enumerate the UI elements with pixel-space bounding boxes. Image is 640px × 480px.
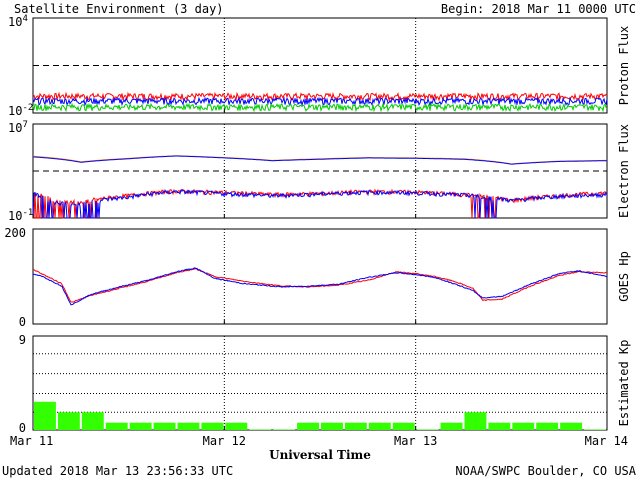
series-line bbox=[33, 268, 607, 303]
begin-time: Begin: 2018 Mar 11 0000 UTC bbox=[440, 2, 636, 16]
y-tick-min: 0 bbox=[19, 315, 26, 329]
x-tick-label: Mar 14 bbox=[585, 434, 628, 448]
updated-timestamp: Updated 2018 Mar 13 23:56:33 UTC bbox=[2, 464, 234, 478]
kp-bar bbox=[440, 422, 463, 430]
kp-bar bbox=[129, 422, 152, 430]
series-line bbox=[32, 91, 608, 102]
kp-bar bbox=[536, 422, 559, 430]
panel-ylabel: Estimated Kp bbox=[617, 340, 631, 427]
kp-bar bbox=[201, 422, 224, 430]
kp-bar bbox=[273, 429, 296, 430]
x-tick-label: Mar 12 bbox=[203, 434, 246, 448]
kp-bar bbox=[344, 422, 367, 430]
y-tick-max: 107 bbox=[8, 120, 28, 135]
panel-frame bbox=[32, 228, 608, 325]
y-tick-max: 104 bbox=[8, 14, 28, 29]
kp-bar bbox=[321, 422, 343, 430]
kp-bar bbox=[560, 422, 583, 430]
y-tick-min: 10-2 bbox=[8, 103, 33, 118]
kp-bar bbox=[464, 412, 487, 430]
x-axis-label: Universal Time bbox=[269, 448, 371, 462]
kp-bar bbox=[368, 422, 391, 430]
x-tick-label: Mar 11 bbox=[10, 434, 53, 448]
kp-bar bbox=[153, 422, 176, 430]
kp-bar bbox=[297, 422, 319, 430]
kp-bar bbox=[177, 422, 200, 430]
kp-bar bbox=[81, 412, 104, 430]
kp-bar bbox=[512, 422, 535, 430]
kp-bar bbox=[249, 429, 272, 430]
series-line bbox=[33, 155, 607, 165]
y-tick-min: 10-1 bbox=[8, 208, 33, 223]
kp-bar bbox=[392, 422, 415, 430]
kp-bar bbox=[57, 412, 80, 430]
chart-title: Satellite Environment (3 day) bbox=[14, 2, 224, 16]
panel-frame bbox=[32, 335, 608, 431]
panel-ylabel: GOES Hp bbox=[617, 251, 631, 302]
y-tick-max: 9 bbox=[19, 333, 26, 347]
panel-ylabel: Proton Flux bbox=[617, 26, 631, 105]
series-line bbox=[32, 189, 608, 219]
kp-bar bbox=[488, 422, 511, 430]
panel-frame bbox=[32, 123, 608, 219]
kp-bar bbox=[225, 422, 248, 430]
kp-bar bbox=[105, 422, 128, 430]
kp-bar bbox=[584, 429, 606, 430]
series-line bbox=[32, 96, 608, 107]
x-tick-label: Mar 13 bbox=[394, 434, 437, 448]
series-line bbox=[32, 102, 608, 113]
kp-bar bbox=[34, 401, 56, 430]
y-tick-max: 200 bbox=[4, 226, 26, 240]
panel-ylabel: Electron Flux bbox=[617, 124, 631, 218]
credit-label: NOAA/SWPC Boulder, CO USA bbox=[455, 464, 636, 478]
kp-bar bbox=[416, 429, 439, 430]
series-line bbox=[32, 267, 608, 306]
y-tick-min: 0 bbox=[19, 421, 26, 435]
